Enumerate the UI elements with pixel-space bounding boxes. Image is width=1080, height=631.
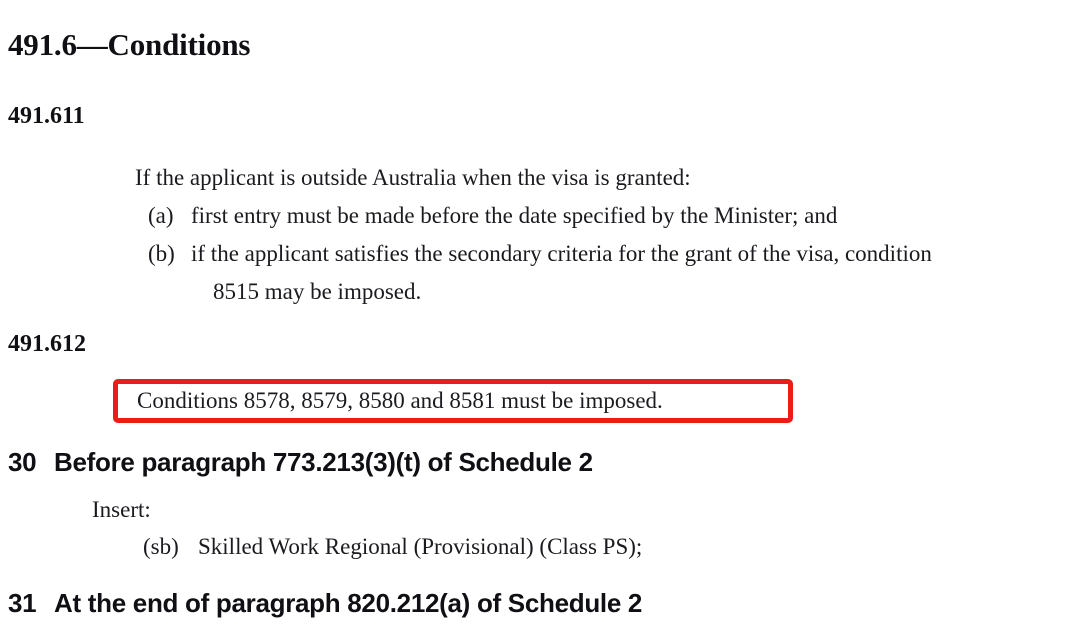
subparagraph-text-b-line2: 8515 may be imposed.: [213, 279, 422, 304]
amendment-item-31-title: At the end of paragraph 820.212(a) of Sc…: [54, 588, 643, 618]
list-item: (sb) Skilled Work Regional (Provisional)…: [143, 528, 1043, 566]
red-highlight-box: Conditions 8578, 8579, 8580 and 8581 mus…: [113, 379, 793, 423]
subparagraph-text-a: first entry must be made before the date…: [191, 203, 838, 228]
subparagraph-marker-b: (b): [148, 241, 175, 266]
inserted-paragraph-marker: (sb): [143, 534, 179, 559]
amendment-item-31-heading: 31 At the end of paragraph 820.212(a) of …: [8, 588, 642, 619]
subparagraph-list: (a) first entry must be made before the …: [148, 197, 1078, 311]
clause-number-491-611: 491.611: [8, 103, 85, 129]
subparagraph-text-b: if the applicant satisfies the secondary…: [191, 235, 1078, 311]
inserted-paragraph-list: (sb) Skilled Work Regional (Provisional)…: [143, 528, 1043, 566]
list-item: (a) first entry must be made before the …: [148, 197, 1078, 235]
division-heading: 491.6—Conditions: [8, 27, 251, 62]
highlighted-conditions-text: Conditions 8578, 8579, 8580 and 8581 mus…: [137, 388, 663, 413]
insert-instruction: Insert:: [92, 497, 151, 522]
amendment-item-30-title: Before paragraph 773.213(3)(t) of Schedu…: [54, 447, 593, 477]
subparagraph-text-b-line1: if the applicant satisfies the secondary…: [191, 241, 932, 266]
clause-number-491-612: 491.612: [8, 331, 86, 357]
clause-lead-in-text: If the applicant is outside Australia wh…: [135, 165, 691, 190]
amendment-item-30-number: 30: [8, 447, 37, 477]
inserted-paragraph-text: Skilled Work Regional (Provisional) (Cla…: [198, 534, 643, 559]
amendment-item-31-number: 31: [8, 588, 37, 618]
subparagraph-marker-a: (a): [148, 203, 174, 228]
amendment-item-30-heading: 30 Before paragraph 773.213(3)(t) of Sche…: [8, 447, 593, 478]
list-item: (b) if the applicant satisfies the secon…: [148, 235, 1078, 311]
